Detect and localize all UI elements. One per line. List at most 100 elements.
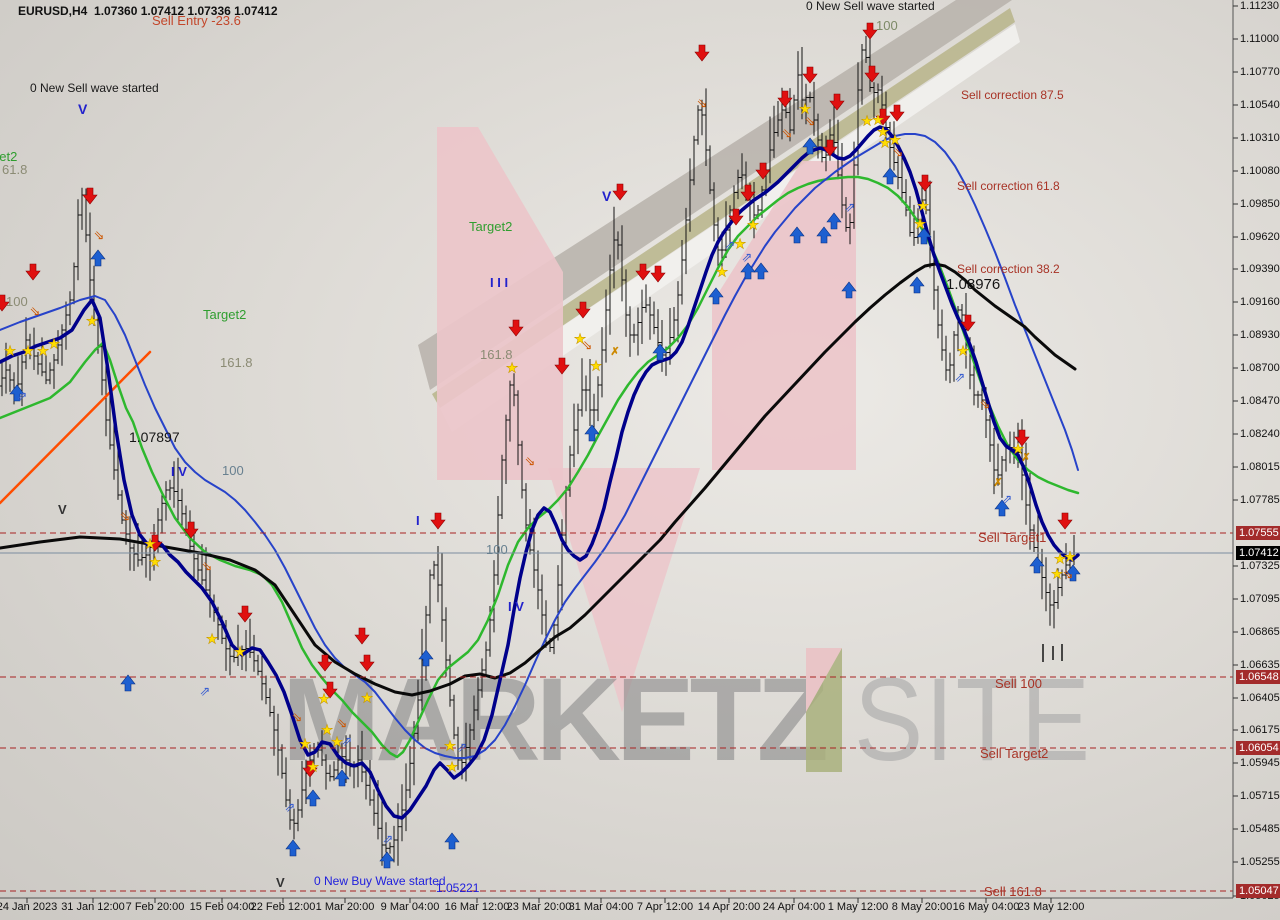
chart-annotation: V xyxy=(58,502,67,517)
price-axis-label: 1.06405 xyxy=(1240,692,1280,704)
sell-arrow-icon xyxy=(822,139,838,157)
star-icon: ★ xyxy=(957,343,970,359)
price-axis-label: 1.08700 xyxy=(1240,362,1280,374)
star-icon: ★ xyxy=(22,343,35,359)
chart-annotation: Sell correction 38.2 xyxy=(957,262,1060,276)
chart-annotation: 0 New Sell wave started xyxy=(30,81,159,95)
sell-level-badge: 1.07555 xyxy=(1236,526,1280,540)
star-icon: ★ xyxy=(321,722,334,738)
sell-arrow-icon xyxy=(25,263,41,281)
buy-arrow-icon xyxy=(740,262,756,280)
date-axis-label: 7 Apr 12:00 xyxy=(636,901,694,913)
chart-annotation: Target2 xyxy=(0,149,18,164)
star-icon: ★ xyxy=(879,135,892,151)
star-icon: ★ xyxy=(86,313,99,329)
price-axis-label: 1.05255 xyxy=(1240,856,1280,868)
sell-arrow-icon xyxy=(322,681,338,699)
sell-arrow-icon xyxy=(875,108,891,126)
star-icon: ★ xyxy=(144,536,157,552)
open-buy-arrow-icon: ⇗ xyxy=(457,739,468,754)
price-axis-label: 1.05945 xyxy=(1240,757,1280,769)
sell-arrow-icon xyxy=(147,534,163,552)
watermark-text-left: MARKETZ xyxy=(282,654,826,786)
ma-line-navy xyxy=(0,125,1080,820)
symbol-title: EURUSD,H4 1.07360 1.07412 1.07336 1.0741… xyxy=(18,4,278,18)
star-icon: ★ xyxy=(716,264,729,280)
buy-arrow-icon xyxy=(584,424,600,442)
star-icon: ★ xyxy=(446,759,459,775)
trendline-orange xyxy=(0,350,152,505)
star-icon: ★ xyxy=(1064,549,1077,565)
price-axis-label: 1.09390 xyxy=(1240,263,1280,275)
date-axis-label: 14 Apr 20:00 xyxy=(697,901,761,913)
open-buy-arrow-icon: ⇗ xyxy=(845,199,856,214)
ma-line-black xyxy=(0,262,1077,697)
date-axis-label: 1 May 12:00 xyxy=(827,901,889,913)
price-axis-label: 1.11000 xyxy=(1240,33,1279,45)
price-axis-label: 1.10080 xyxy=(1240,165,1280,177)
date-axis-label: 7 Feb 20:00 xyxy=(125,901,185,913)
open-buy-arrow-icon: ⇗ xyxy=(383,831,394,846)
chart-annotation: Target2 xyxy=(469,219,513,234)
chart-annotation: 0 New Sell wave started xyxy=(806,0,935,13)
price-axis-label: 1.05715 xyxy=(1240,790,1280,802)
buy-arrow-icon xyxy=(882,167,898,185)
chart-annotation: 1.05221 xyxy=(436,881,480,895)
price-axis-label: 1.07095 xyxy=(1240,593,1280,605)
sell-arrow-icon xyxy=(960,314,976,332)
price-axis-label: 1.07785 xyxy=(1240,494,1280,506)
open-sell-arrow-icon: ⇘ xyxy=(292,709,303,724)
logo-pink-shape xyxy=(548,468,700,712)
open-buy-arrow-icon: ⇗ xyxy=(285,799,296,814)
buy-arrow-icon xyxy=(841,281,857,299)
date-axis-label: 24 Apr 04:00 xyxy=(762,901,826,913)
star-icon: ★ xyxy=(799,101,812,117)
chart-annotation: 61.8 xyxy=(2,162,28,177)
price-axis-label: 1.06865 xyxy=(1240,626,1280,638)
date-axis-label: 16 May 04:00 xyxy=(952,901,1020,913)
date-axis-label: 8 May 20:00 xyxy=(891,901,953,913)
star-icon: ★ xyxy=(37,343,50,359)
ma-line-green xyxy=(0,175,1080,759)
chart-annotation: Sell correction 87.5 xyxy=(961,88,1064,102)
open-sell-arrow-icon: ⇘ xyxy=(582,337,593,352)
open-sell-arrow-icon: ⇘ xyxy=(697,95,708,110)
star-icon: ★ xyxy=(1012,441,1025,457)
logo-pink-shape xyxy=(712,161,856,470)
star-icon: ★ xyxy=(149,554,162,570)
date-axis-label: 23 Mar 20:00 xyxy=(506,901,572,913)
price-axis-label: 1.08240 xyxy=(1240,428,1280,440)
star-icon: ★ xyxy=(234,644,247,660)
chart-annotation: I I I xyxy=(490,275,509,290)
open-buy-arrow-icon: ⇗ xyxy=(17,388,28,403)
sell-level-badge: 1.06548 xyxy=(1236,670,1280,684)
chart-annotation: Sell Target1 xyxy=(978,530,1047,545)
star-icon: ★ xyxy=(861,113,874,129)
sell-arrow-icon xyxy=(317,654,333,672)
buy-arrow-icon xyxy=(916,227,932,245)
price-axis-label: 1.10770 xyxy=(1240,66,1280,78)
sell-level-badge: 1.05047 xyxy=(1236,884,1280,898)
price-axis-label: 1.11230 xyxy=(1240,0,1279,12)
sell-arrow-icon xyxy=(635,263,651,281)
price-axis-label: 1.07325 xyxy=(1240,560,1280,572)
buy-arrow-icon xyxy=(826,212,842,230)
ma-line-blue xyxy=(0,133,1079,759)
sell-arrow-icon xyxy=(237,605,253,623)
buy-arrow-icon xyxy=(652,343,668,361)
date-axis-label: 9 Mar 04:00 xyxy=(380,901,440,913)
star-icon: ★ xyxy=(914,216,927,232)
date-axis-label: 31 Jan 12:00 xyxy=(61,901,125,913)
chart-annotation: Target2 xyxy=(203,307,247,322)
chart-annotation: I V xyxy=(508,599,524,614)
chart-annotation: 1.08976 xyxy=(946,276,1001,293)
chart-annotation: 100 xyxy=(876,18,898,33)
star-icon: ★ xyxy=(307,759,320,775)
star-icon: ★ xyxy=(590,358,603,374)
sell-arrow-icon xyxy=(354,627,370,645)
price-axis-label: 1.09850 xyxy=(1240,198,1280,210)
star-icon: ★ xyxy=(299,736,312,752)
buy-arrow-icon xyxy=(994,499,1010,517)
buy-arrow-icon xyxy=(334,769,350,787)
